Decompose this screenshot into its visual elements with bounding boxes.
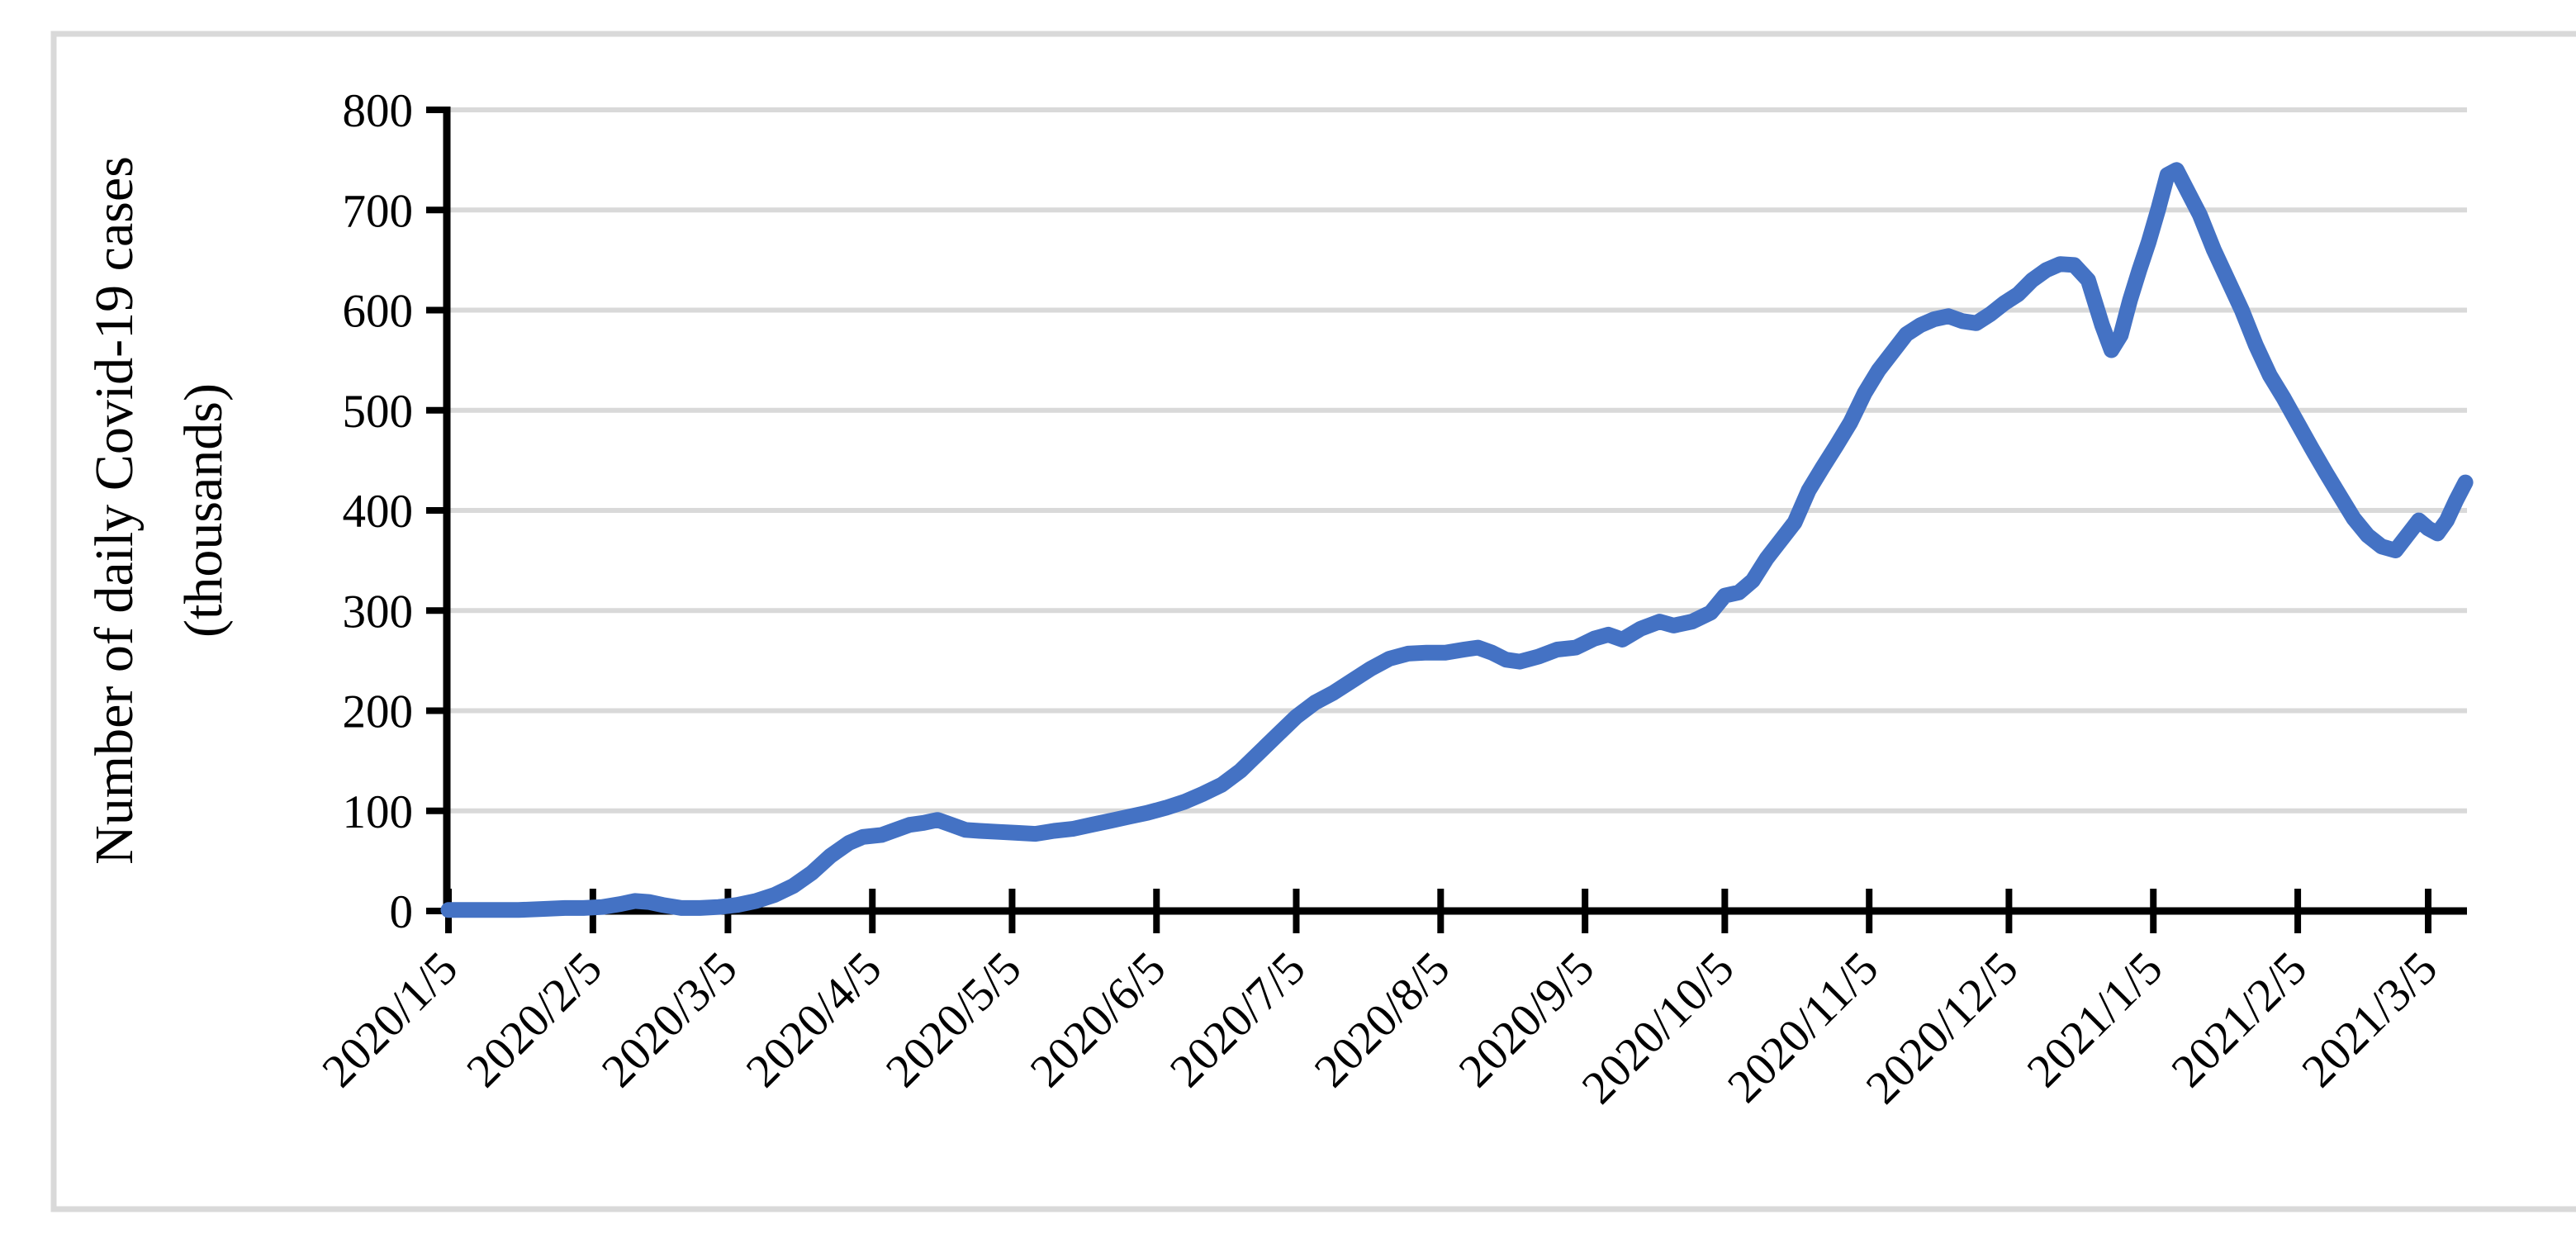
y-tick-label: 0 xyxy=(390,886,414,938)
x-tick-label: 2021/2/5 xyxy=(2161,942,2317,1098)
x-tick-label: 2020/7/5 xyxy=(1160,942,1316,1098)
y-tick-label: 500 xyxy=(343,386,414,438)
covid-cases-line xyxy=(440,162,2474,918)
y-axis-title-line1: Number of daily Covid-19 cases xyxy=(84,156,145,865)
axes-layer xyxy=(426,107,2467,933)
covid-cases-line-chart-figure: 0 100 200 300 400 500 600 700 800 2020/1/5 2020/2… xyxy=(33,13,2576,1230)
y-tick-labels-layer: 0 100 200 300 400 500 600 700 800 xyxy=(343,85,414,938)
x-tick-label: 2021/3/5 xyxy=(2292,942,2447,1098)
x-tick-label: 2020/12/5 xyxy=(1857,942,2028,1114)
y-tick-label: 100 xyxy=(343,786,414,838)
y-axis-title-line2: (thousands) xyxy=(173,383,234,638)
x-tick-label: 2020/2/5 xyxy=(457,942,612,1098)
y-tick-label: 300 xyxy=(343,586,414,638)
y-tick-label: 800 xyxy=(343,85,414,137)
x-tick-label: 2020/4/5 xyxy=(737,942,892,1098)
x-tick-label: 2021/1/5 xyxy=(2018,942,2173,1098)
y-tick-label: 400 xyxy=(343,486,414,538)
x-tick-label: 2020/11/5 xyxy=(1718,942,1889,1113)
chart-border xyxy=(50,31,2576,1212)
x-tick-label: 2020/10/5 xyxy=(1573,942,1744,1114)
gridlines-layer xyxy=(448,107,2467,814)
chart-canvas: 0 100 200 300 400 500 600 700 800 2020/1/52020/2… xyxy=(50,31,2576,1212)
x-tick-label: 2020/8/5 xyxy=(1305,942,1460,1098)
x-tick-label: 2020/3/5 xyxy=(592,942,747,1098)
y-tick-label: 200 xyxy=(343,686,414,738)
x-tick-label: 2020/6/5 xyxy=(1021,942,1176,1098)
x-tick-labels-layer: 2020/1/52020/2/52020/3/52020/4/52020/5/5… xyxy=(312,942,2447,1114)
y-tick-label: 700 xyxy=(343,185,414,237)
y-tick-label: 600 xyxy=(343,286,414,338)
x-tick-label: 2020/1/5 xyxy=(312,942,467,1098)
x-tick-label: 2020/5/5 xyxy=(876,942,1032,1098)
